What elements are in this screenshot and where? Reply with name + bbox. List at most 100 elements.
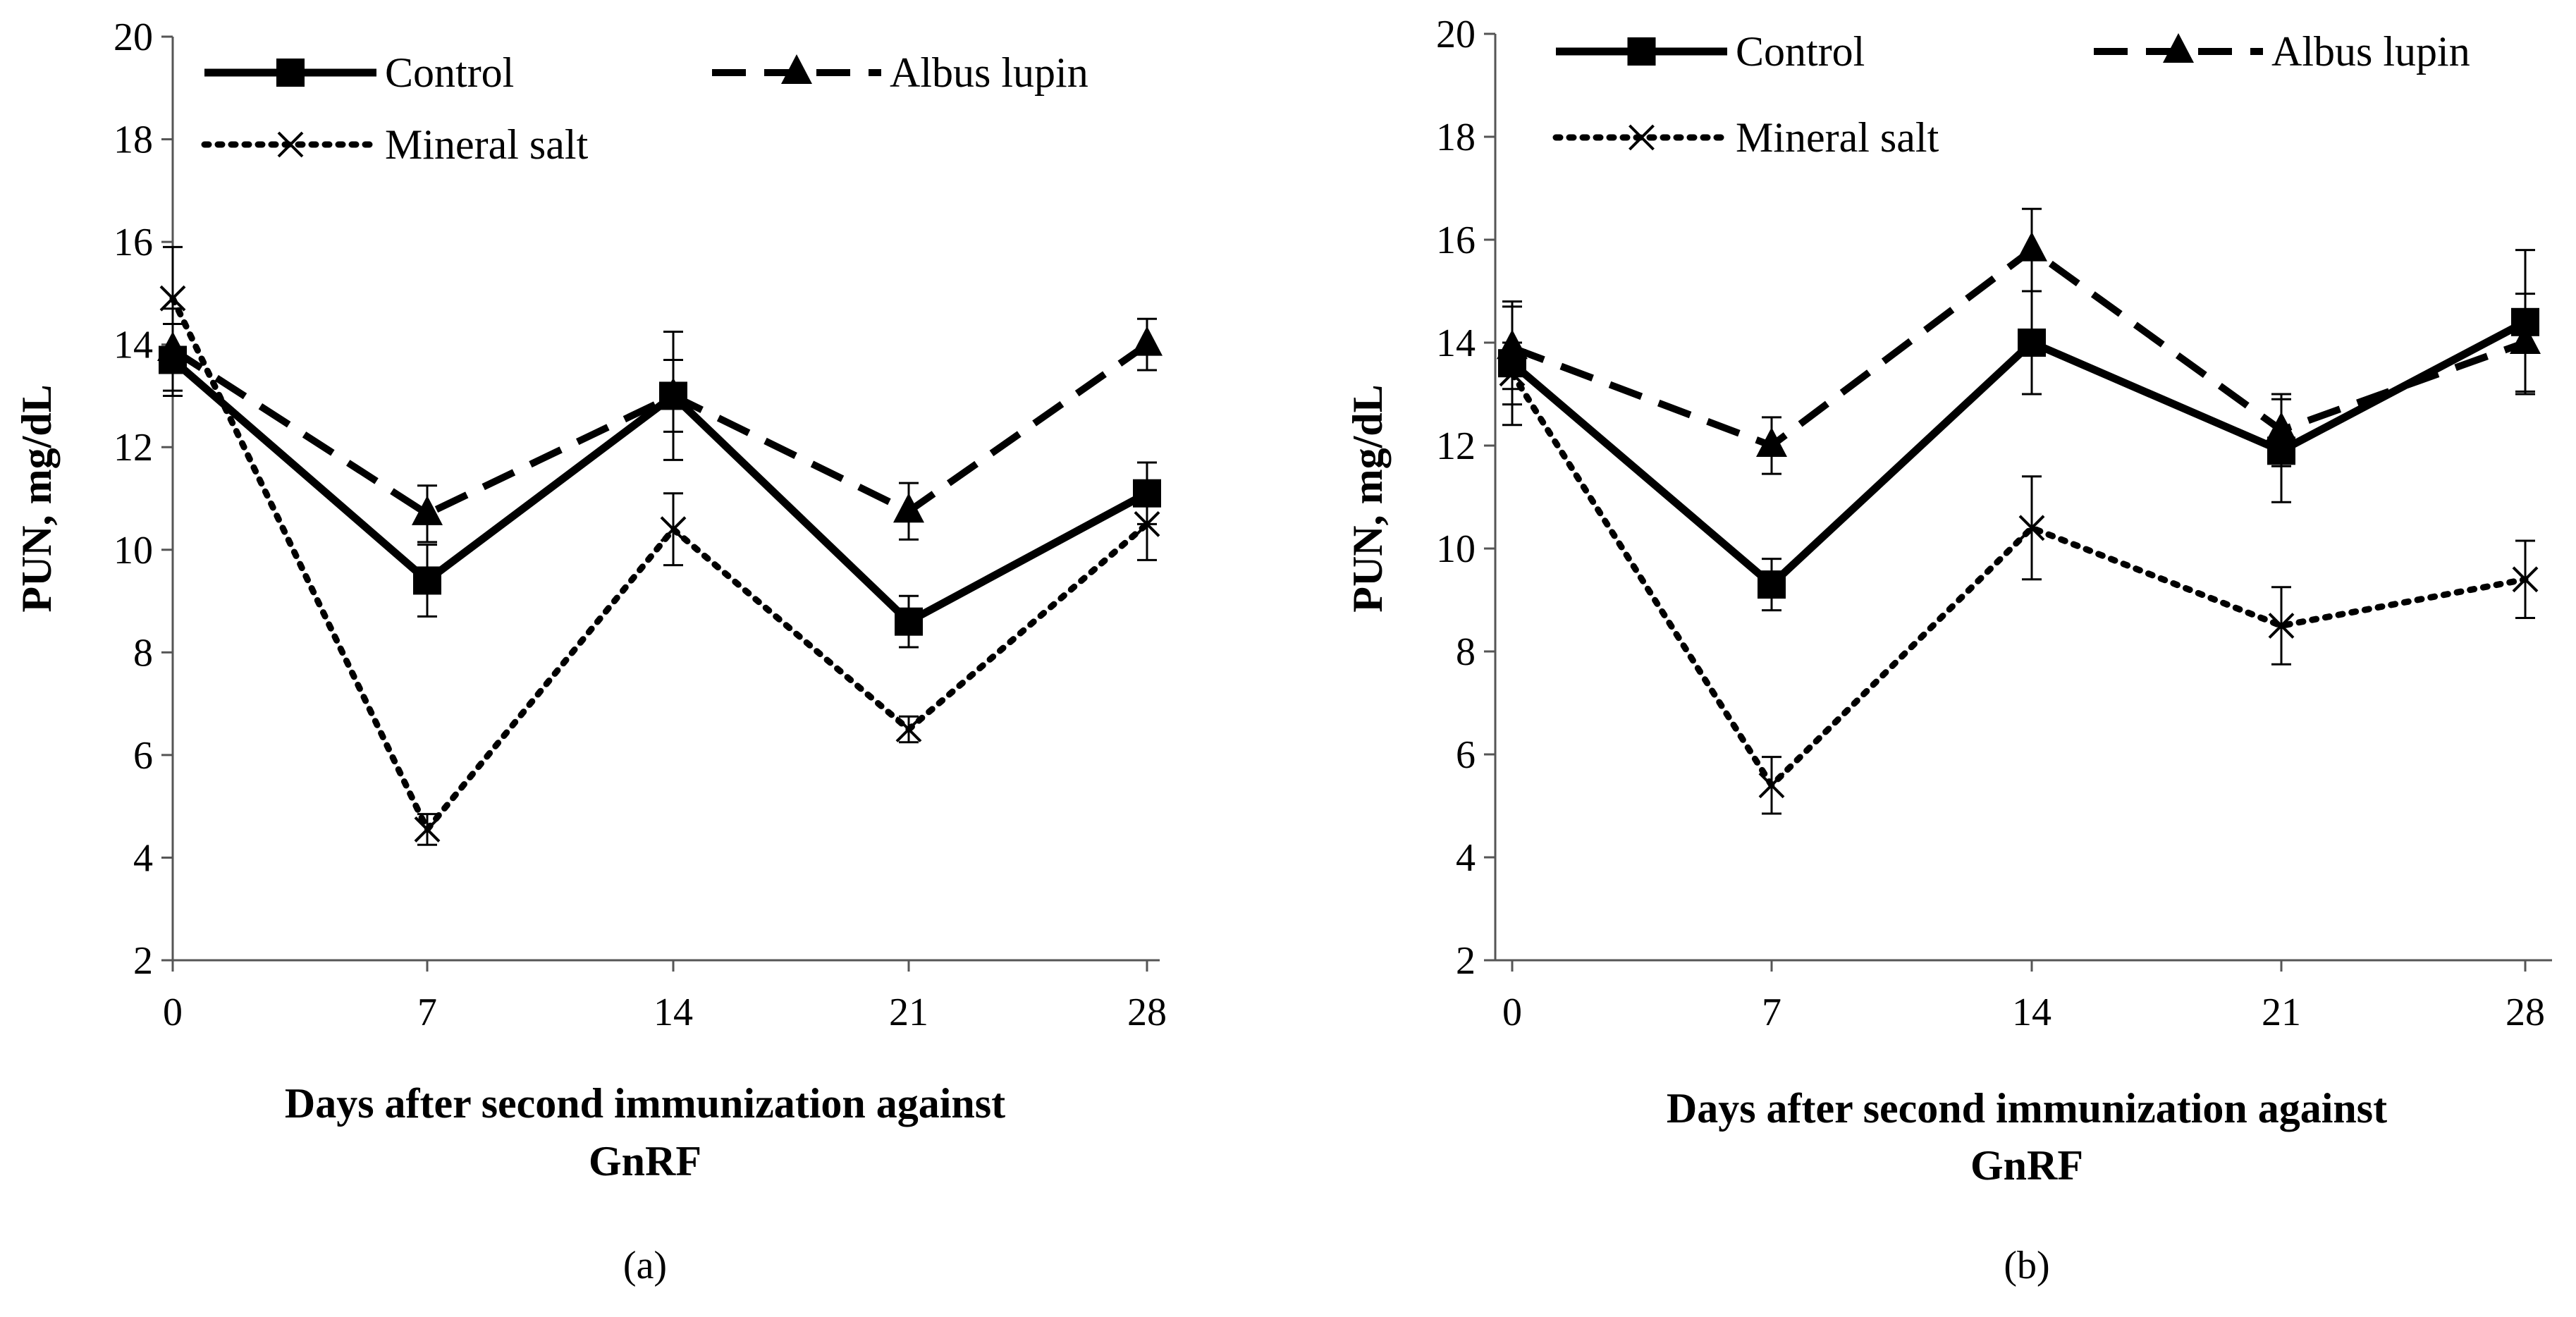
data-point-mineral-salt-stroke-b [660,516,687,543]
legend-label: Control [385,49,514,96]
x-tick-label: 21 [2262,991,2301,1034]
data-point-mineral-salt-stroke-b [1134,510,1160,537]
x-axis-title-line: GnRF [589,1138,701,1184]
data-point-mineral-salt [660,516,687,543]
data-point-mineral-salt-stroke-b [414,816,441,843]
data-point-mineral-salt-stroke-b [1758,772,1785,799]
y-tick-label: 6 [1456,733,1476,777]
x-tick-label: 0 [1502,991,1522,1034]
x-tick-label: 14 [654,991,693,1034]
legend-marker [1629,124,1655,151]
legend-item-albus-lupin: Albus lupin [712,49,1088,96]
y-tick-label: 14 [114,324,153,367]
legend-item-mineral-salt: Mineral salt [1552,114,1939,161]
x-tick-label: 28 [2506,991,2545,1034]
series-mineral-salt [1499,341,2539,815]
data-point-mineral-salt-stroke-b [2268,613,2295,639]
data-point-control [1758,570,1786,599]
legend: Control Albus lupin Mineral salt [201,49,1088,168]
x-tick-label: 21 [889,991,928,1034]
legend-item-albus-lupin: Albus lupin [2094,28,2470,75]
legend-label: Albus lupin [2271,28,2470,75]
y-tick-label: 20 [114,16,153,59]
y-tick-label: 16 [1436,219,1476,262]
legend: Control Albus lupin Mineral salt [1552,28,2470,161]
y-tick-label: 4 [1456,836,1476,880]
data-point-control [895,607,923,636]
data-point-mineral-salt [2018,515,2045,541]
y-tick-label: 20 [1436,13,1476,56]
data-point-albus-lupin [658,377,689,408]
y-tick-label: 10 [114,529,153,572]
x-tick-label: 7 [417,991,437,1034]
chart-panel-a: 2 4 6 8 10 12 14 16 18 20 0 7 14 21 28 PUN, mg/dL Days a… [13,16,1167,1287]
legend-marker-stroke-b [1629,124,1655,151]
legend-item-control: Control [1556,28,1865,75]
legend-marker [277,131,304,158]
data-point-mineral-salt [2512,566,2539,593]
legend-item-mineral-salt: Mineral salt [201,121,589,168]
data-point-albus-lupin [1756,427,1787,457]
data-point-mineral-salt-stroke-b [895,716,922,742]
data-point-albus-lupin [2266,412,2297,442]
data-point-mineral-salt [2268,613,2295,639]
x-tick-label: 14 [2012,991,2051,1034]
y-tick-label: 2 [1456,939,1476,983]
data-point-mineral-salt-stroke-b [2512,566,2539,593]
data-point-mineral-salt [895,716,922,742]
series-albus-lupin [1497,207,2541,475]
legend-marker-stroke-b [277,131,304,158]
legend-label: Control [1736,28,1865,75]
data-point-control [413,566,441,595]
x-tick-label: 28 [1127,991,1167,1034]
legend-item-control: Control [204,49,514,96]
chart-panel-b: 2 4 6 8 10 12 14 16 18 20 0 7 14 21 28 PUN, mg/dL Days a… [1344,13,2552,1287]
legend-label: Albus lupin [890,49,1088,96]
y-tick-label: 14 [1436,321,1476,365]
panel-label: (a) [623,1244,667,1287]
x-tick-label: 0 [163,991,183,1034]
data-point-mineral-salt [414,816,441,843]
y-axis-title: PUN, mg/dL [1344,384,1391,612]
x-tick-label: 7 [1762,991,1781,1034]
data-point-mineral-salt-stroke-b [159,285,186,312]
legend-marker [276,59,305,87]
data-point-mineral-salt [159,285,186,312]
y-tick-label: 8 [1456,630,1476,674]
panel-label: (b) [2004,1244,2049,1287]
legend-marker [1627,37,1656,66]
y-tick-label: 6 [133,734,153,778]
data-point-albus-lupin [2510,324,2541,354]
data-point-mineral-salt-stroke-b [1499,360,1526,387]
x-axis-title-line: GnRF [1970,1142,2083,1189]
data-point-albus-lupin [2016,231,2047,262]
y-axis-title: PUN, mg/dL [13,384,60,612]
y-tick-label: 8 [133,631,153,675]
legend-label: Mineral salt [385,121,589,168]
x-axis-title-line: Days after second immunization against [285,1080,1005,1127]
data-point-mineral-salt [1134,510,1160,537]
y-tick-label: 18 [114,118,153,162]
series-mineral-salt [159,245,1160,846]
data-point-mineral-salt [1499,360,1526,387]
data-point-mineral-salt [1758,772,1785,799]
y-tick-label: 10 [1436,527,1476,571]
y-tick-label: 18 [1436,116,1476,159]
data-point-mineral-salt-stroke-b [2018,515,2045,541]
data-point-albus-lupin [1131,326,1163,356]
legend-label: Mineral salt [1736,114,1939,161]
y-tick-label: 12 [114,426,153,470]
legend-marker [2163,33,2194,63]
legend-marker [781,54,812,84]
data-point-albus-lupin [893,493,924,523]
y-tick-label: 12 [1436,424,1476,468]
y-tick-label: 16 [114,221,153,264]
data-point-albus-lupin [412,495,443,525]
series-line-mineral-salt [1509,370,2529,789]
y-tick-label: 4 [133,836,153,880]
data-point-control [2018,329,2046,357]
y-tick-label: 2 [133,939,153,983]
x-axis-title-line: Days after second immunization against [1667,1085,2387,1132]
